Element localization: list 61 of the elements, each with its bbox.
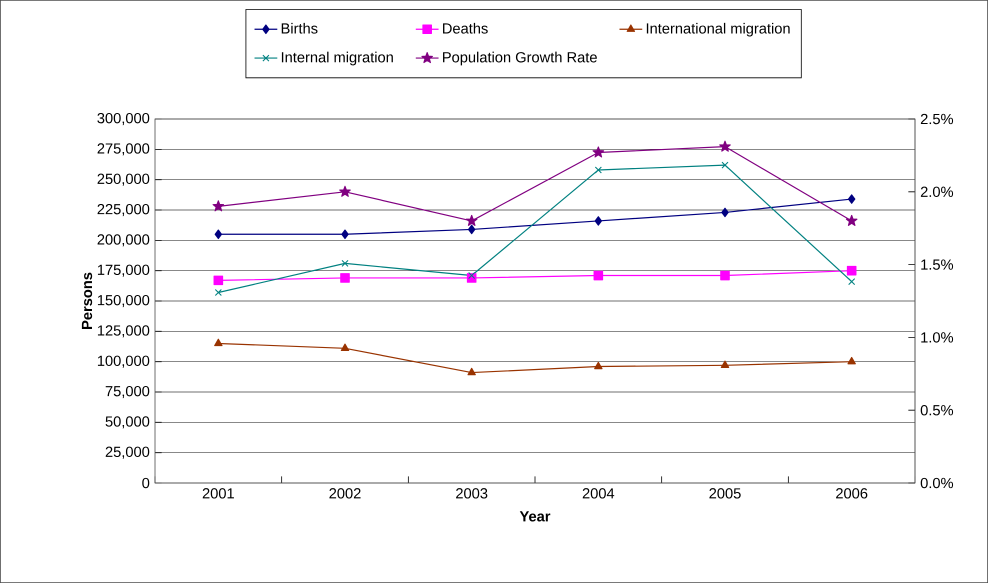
- point: [848, 194, 856, 204]
- x-tick-label: 2003: [456, 488, 488, 499]
- legend-label: International migration: [646, 22, 790, 37]
- y-tick-label: 225,000: [98, 204, 150, 216]
- y-tick-label: 300,000: [97, 112, 150, 126]
- y-tick-label: 100,000: [98, 356, 150, 368]
- x-tick-label: 2001: [202, 488, 234, 499]
- point: [720, 270, 730, 280]
- legend-label: Population Growth Rate: [443, 52, 597, 66]
- x-tick-label: 2004: [582, 488, 614, 499]
- y-tick-label: 250,000: [98, 174, 150, 186]
- y-axis-title: Persons: [82, 272, 92, 329]
- point: [720, 360, 730, 368]
- y-tick-label: 150,000: [98, 294, 150, 308]
- x-tick-label: 2005: [709, 488, 741, 499]
- point: [594, 216, 602, 226]
- x-axis-title: Year: [520, 511, 550, 522]
- legend-label: Internal migration: [282, 52, 393, 66]
- point: [468, 272, 476, 280]
- point: [340, 344, 350, 351]
- y-tick-label: 25,000: [106, 446, 150, 459]
- y-tick-label: 175,000: [98, 264, 150, 277]
- y2-tick-label: 2.5%: [920, 114, 954, 124]
- point: [594, 270, 604, 280]
- x-tick-label: 2002: [329, 488, 361, 499]
- y-tick-label: 125,000: [98, 325, 150, 338]
- point: [341, 229, 349, 240]
- y2-tick-label: 2.0%: [920, 186, 954, 197]
- point: [339, 186, 351, 197]
- y-tick-label: 75,000: [106, 386, 150, 398]
- y2-tick-label: 0.5%: [920, 405, 954, 416]
- point: [468, 224, 476, 234]
- point: [592, 146, 604, 158]
- point: [214, 338, 223, 346]
- point: [721, 162, 729, 169]
- point: [340, 273, 350, 283]
- y-tick-label: 200,000: [98, 234, 150, 246]
- point: [466, 214, 478, 226]
- point: [341, 260, 349, 267]
- point: [214, 276, 224, 286]
- point: [847, 356, 856, 364]
- y-tick-label: 0: [142, 478, 150, 488]
- point: [848, 278, 856, 286]
- point: [719, 140, 731, 152]
- point: [467, 368, 476, 376]
- y2-tick-label: 0.0%: [920, 478, 954, 488]
- legend-label: Deaths: [443, 22, 488, 34]
- y-tick-label: 50,000: [106, 416, 150, 428]
- point: [721, 208, 729, 218]
- y2-tick-label: 1.5%: [921, 259, 954, 270]
- x-tick-label: 2006: [836, 488, 868, 499]
- point: [214, 288, 222, 296]
- y2-tick-label: 1.0%: [921, 332, 954, 343]
- point: [594, 166, 602, 174]
- y-tick-label: 275,000: [98, 143, 150, 156]
- legend-label: Births: [282, 22, 318, 34]
- point: [846, 214, 858, 226]
- point: [846, 266, 856, 276]
- point: [212, 200, 224, 212]
- point: [214, 229, 222, 240]
- point: [594, 362, 603, 370]
